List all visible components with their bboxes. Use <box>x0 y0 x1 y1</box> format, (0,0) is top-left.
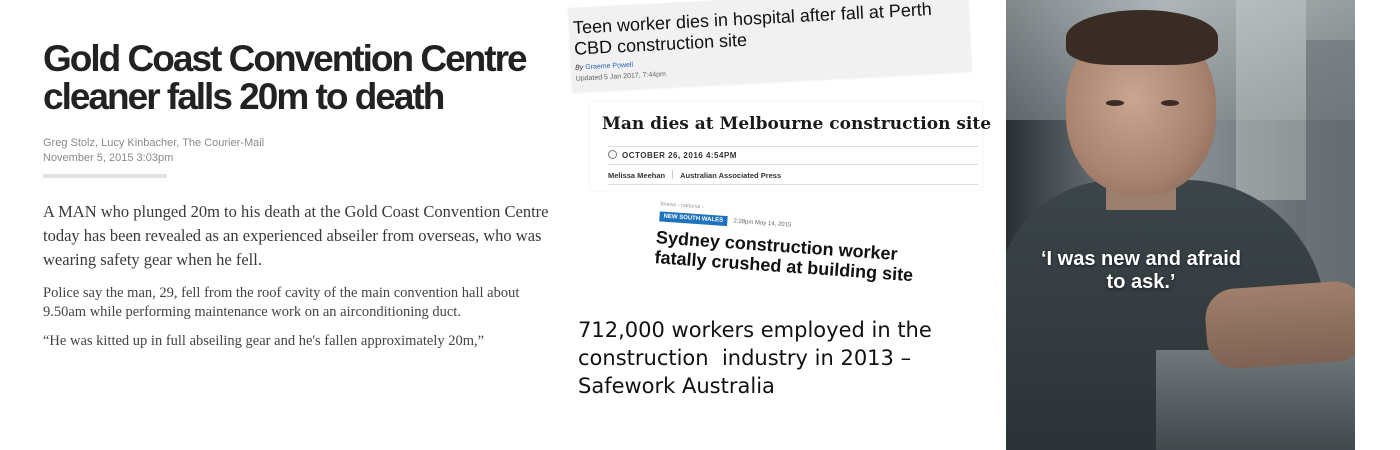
safety-poster-image: ‘I was new and afraid to ask.’ <box>1006 0 1355 450</box>
perth-author-link[interactable]: Graeme Powell <box>585 61 634 72</box>
sydney-region-tag[interactable]: NEW SOUTH WALES <box>659 211 728 227</box>
divider <box>608 164 978 165</box>
sydney-clipping: 9news › national › NEW SOUTH WALES 2:28p… <box>647 195 945 325</box>
article-lead: A MAN who plunged 20m to his death at th… <box>43 202 549 269</box>
article-quote: “He was kitted up in full abseiling gear… <box>43 333 485 349</box>
melbourne-headline: Man dies at Melbourne construction site <box>602 114 992 134</box>
workforce-statistic: 712,000 workers employed in the construc… <box>578 318 939 398</box>
sydney-headline: Sydney construction worker fatally crush… <box>653 227 914 286</box>
melbourne-byline: Melissa Meehan Australian Associated Pres… <box>608 170 781 180</box>
clock-icon <box>608 150 617 159</box>
divider <box>608 184 978 185</box>
worker-eye <box>1161 100 1179 106</box>
poster-quote-line1: ‘I was new and afraid <box>1040 248 1242 270</box>
perth-by-label: By <box>574 64 584 72</box>
separator <box>672 170 674 179</box>
worker-eye <box>1106 100 1124 106</box>
sydney-breadcrumb[interactable]: 9news › national › <box>660 201 704 211</box>
melbourne-author: Melissa Meehan <box>608 171 666 180</box>
perth-clipping: Teen worker dies in hospital after fall … <box>568 0 972 92</box>
poster-quote: ‘I was new and afraid to ask.’ <box>1006 248 1276 294</box>
article-authors: Greg Stolz, Lucy Kinbacher, The Courier-… <box>43 137 265 149</box>
melbourne-date: OCTOBER 26, 2016 4:54PM <box>608 150 737 160</box>
article-byline: Greg Stolz, Lucy Kinbacher, The Courier-… <box>43 136 558 166</box>
perth-byline: By Graeme Powell <box>575 62 633 72</box>
workshop-beam <box>1306 40 1355 300</box>
article-headline: Gold Coast Convention Centre cleaner fal… <box>43 38 528 117</box>
melbourne-clipping: Man dies at Melbourne construction site … <box>590 102 991 190</box>
perth-headline: Teen worker dies in hospital after fall … <box>572 0 933 59</box>
byline-divider <box>43 174 167 178</box>
gold-coast-article: Gold Coast Convention Centre cleaner fal… <box>43 40 558 351</box>
article-paragraph: Police say the man, 29, fell from the ro… <box>43 285 520 320</box>
poster-quote-line2: to ask.’ <box>1106 271 1176 293</box>
workshop-beam <box>1236 0 1306 200</box>
melbourne-date-text: OCTOBER 26, 2016 4:54PM <box>622 151 737 160</box>
perth-updated: Updated 5 Jan 2017, 7:44pm <box>575 70 667 83</box>
melbourne-source: Australian Associated Press <box>680 171 782 180</box>
divider <box>608 146 978 147</box>
sydney-time: 2:28pm May 14, 2015 <box>733 218 792 229</box>
article-date: November 5, 2015 3:03pm <box>43 152 174 164</box>
worker-hair <box>1066 10 1218 65</box>
